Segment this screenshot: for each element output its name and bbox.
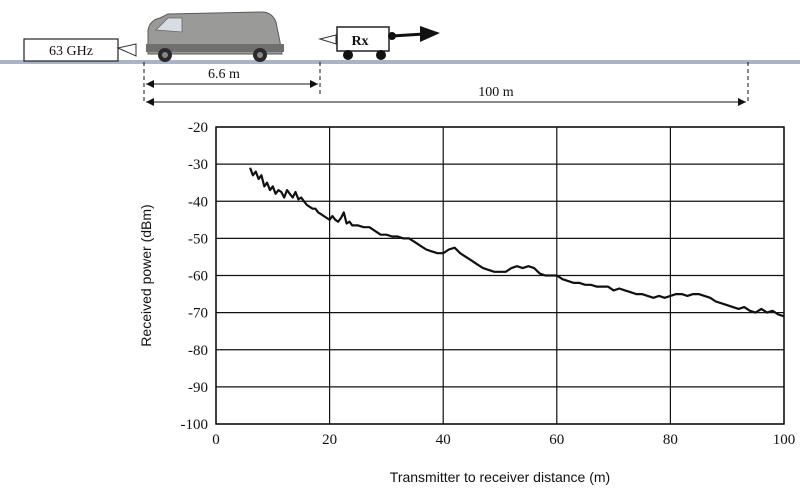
x-tick-label: 80 bbox=[663, 432, 678, 448]
long-distance-label: 100 m bbox=[478, 85, 514, 100]
y-tick-label: -20 bbox=[188, 120, 208, 136]
y-tick-label: -30 bbox=[188, 157, 208, 173]
y-tick-label: -100 bbox=[181, 417, 209, 433]
chart: -20 -30 -40 -50 -60 -70 -80 -90 -100 0 20 40 60 80 10… bbox=[138, 120, 795, 485]
y-tick-label: -70 bbox=[188, 306, 208, 322]
x-tick-label: 60 bbox=[549, 432, 564, 448]
series-line bbox=[249, 167, 785, 318]
tx-antenna-icon bbox=[116, 43, 137, 57]
y-tick-label: -90 bbox=[188, 380, 208, 396]
chart-series bbox=[249, 167, 785, 318]
x-axis-label: Transmitter to receiver distance (m) bbox=[390, 469, 610, 485]
y-tick-label: -60 bbox=[188, 269, 208, 285]
x-tick-labels: 0 20 40 60 80 100 bbox=[212, 432, 795, 448]
direction-arrow-icon bbox=[420, 26, 440, 42]
rx-wheel-icon bbox=[376, 50, 386, 60]
x-tick-label: 100 bbox=[773, 432, 796, 448]
x-tick-label: 0 bbox=[212, 432, 220, 448]
tx-label-box bbox=[23, 38, 119, 62]
y-tick-label: -40 bbox=[188, 194, 208, 210]
y-tick-label: -50 bbox=[188, 231, 208, 247]
plot-frame bbox=[215, 126, 785, 425]
y-tick-label: -80 bbox=[188, 343, 208, 359]
x-tick-label: 20 bbox=[322, 432, 337, 448]
x-tick-label: 40 bbox=[436, 432, 451, 448]
arrowhead-icon bbox=[146, 80, 154, 88]
rx-wheel-icon bbox=[343, 50, 353, 60]
rx-antenna-icon bbox=[318, 34, 337, 45]
short-distance-label: 6.6 m bbox=[208, 67, 240, 82]
scenario: 63 GHz Rx 6.6 m 100 m bbox=[0, 11, 800, 106]
direction-arrow-shaft bbox=[391, 32, 425, 38]
tx-label: 63 GHz bbox=[49, 44, 93, 59]
van-icon bbox=[146, 11, 284, 62]
y-tick-labels: -20 -30 -40 -50 -60 -70 -80 -90 -100 bbox=[181, 120, 209, 433]
chart-grid bbox=[215, 126, 785, 425]
arrowhead-icon bbox=[310, 80, 318, 88]
rx-label: Rx bbox=[351, 34, 368, 49]
arrowhead-icon bbox=[146, 98, 154, 106]
arrowhead-icon bbox=[738, 98, 746, 106]
y-axis-label: Received power (dBm) bbox=[138, 204, 154, 346]
rx-box bbox=[336, 26, 390, 52]
